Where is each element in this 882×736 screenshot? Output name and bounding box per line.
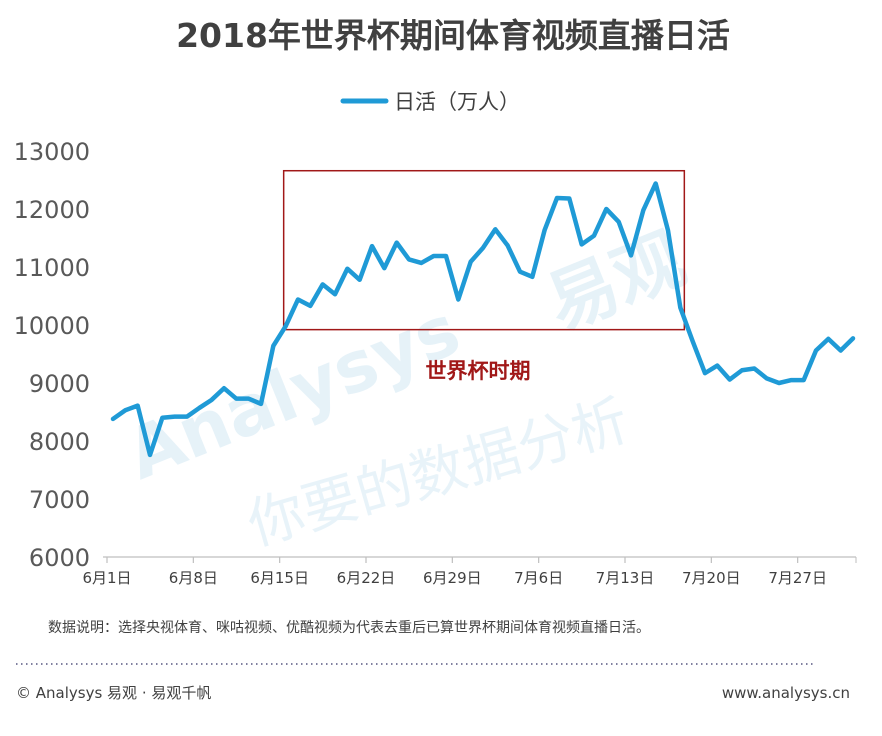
- y-tick-label-11000: 11000: [14, 254, 90, 282]
- x-tick-label-1: 6月8日: [169, 569, 218, 587]
- data-note: 数据说明：选择央视体育、咪咕视频、优酷视频为代表去重后已算世界杯期间体育视频直播…: [48, 619, 650, 636]
- x-tick-label-4: 6月29日: [423, 569, 482, 587]
- x-tick-label-7: 7月20日: [682, 569, 741, 587]
- legend: 日活（万人）: [340, 90, 520, 114]
- y-axis-ticks: 13000 12000 11000 10000 9000 8000 7000 6000: [14, 138, 90, 572]
- y-tick-label-7000: 7000: [29, 486, 90, 514]
- y-tick-label-9000: 9000: [29, 370, 90, 398]
- x-tick-label-0: 6月1日: [82, 569, 131, 587]
- x-tick-label-8: 7月27日: [768, 569, 827, 587]
- y-tick-label-13000: 13000: [14, 138, 90, 166]
- highlight-box: [282, 169, 686, 331]
- series-line-daily-active: [110, 181, 856, 458]
- y-tick-label-12000: 12000: [14, 196, 90, 224]
- x-axis-ticks: 6月1日 6月8日 6月15日 6月22日 6月29日 7月6日 7月13日 7月20日 7月2…: [82, 557, 857, 587]
- y-tick-label-10000: 10000: [14, 312, 90, 340]
- footer-source: © Analysys 易观 · 易观千帆: [16, 684, 211, 702]
- y-tick-label-6000: 6000: [29, 544, 90, 572]
- y-tick-label-8000: 8000: [29, 428, 90, 456]
- x-tick-label-2: 6月15日: [250, 569, 309, 587]
- x-tick-label-6: 7月13日: [596, 569, 655, 587]
- legend-label: 日活（万人）: [394, 90, 520, 114]
- watermark-brand: 易观: [536, 217, 697, 345]
- footer-website: www.analysys.cn: [722, 684, 850, 702]
- x-tick-label-3: 6月22日: [337, 569, 396, 587]
- watermark: Analysys 易观 你要的数据分析: [116, 217, 697, 558]
- x-tick-label-5: 7月6日: [514, 569, 563, 587]
- highlight-label: 世界杯时期: [426, 359, 531, 383]
- chart-title: 2018年世界杯期间体育视频直播日活: [176, 16, 730, 55]
